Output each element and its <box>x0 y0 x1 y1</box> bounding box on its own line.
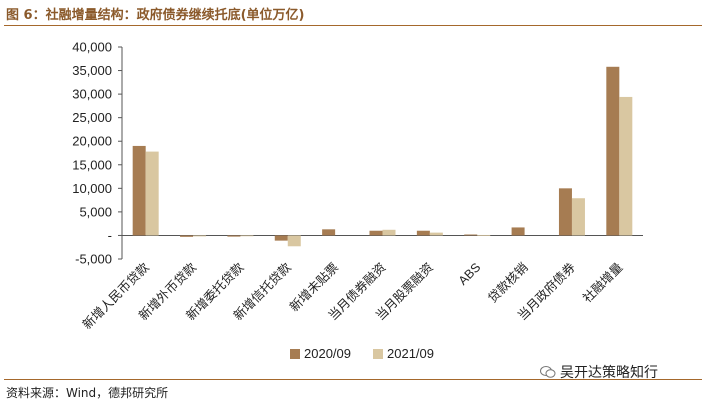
bar-2020 <box>369 230 383 236</box>
legend: 2020/09 2021/09 <box>290 346 450 361</box>
bar-2020 <box>322 229 336 236</box>
legend-label-2020: 2020/09 <box>304 346 351 361</box>
watermark: 吴开达策略知行 <box>540 362 658 382</box>
legend-item-2021: 2021/09 <box>373 346 434 361</box>
bar-2020 <box>558 188 572 236</box>
bar-2021 <box>571 198 585 236</box>
x-tick-label: 贷款核销 <box>485 260 530 305</box>
x-tick-label: 新增人民币贷款 <box>79 259 152 332</box>
y-tick-label: -5,000 <box>75 252 112 267</box>
bar-2020 <box>416 230 430 236</box>
y-tick-label: 35,000 <box>72 63 112 78</box>
bar-2020 <box>606 66 620 236</box>
y-tick-label: 30,000 <box>72 87 112 102</box>
y-tick-label: 10,000 <box>72 181 112 196</box>
bar-2020 <box>464 234 478 236</box>
y-tick-label: 25,000 <box>72 110 112 125</box>
bar-2021 <box>287 235 301 247</box>
legend-swatch-2021 <box>373 348 383 359</box>
bar-2020 <box>180 235 194 237</box>
y-tick-label: - <box>108 228 112 243</box>
bar-2020 <box>274 235 288 241</box>
bottom-rule <box>4 379 702 380</box>
bar-2021 <box>193 235 207 237</box>
bar-2021 <box>477 234 491 236</box>
legend-item-2020: 2020/09 <box>290 346 351 361</box>
x-tick-label: 社融增量 <box>579 260 625 306</box>
legend-swatch-2020 <box>290 348 300 359</box>
y-tick-label: 40,000 <box>72 40 112 55</box>
y-tick-label: 5,000 <box>79 204 112 219</box>
bar-2020 <box>227 235 241 237</box>
y-axis: 40,000 35,000 30,000 25,000 20,000 15,000 10,0… <box>72 40 123 267</box>
bar-2021 <box>145 151 159 236</box>
source-note: 资料来源：Wind，德邦研究所 <box>6 386 169 400</box>
bar-2021 <box>619 96 633 236</box>
bar-2021 <box>382 229 396 236</box>
bars <box>132 66 633 247</box>
bar-2021 <box>240 235 254 237</box>
chart-title: 图 6：社融增量结构：政府债券继续托底(单位万亿) <box>6 8 305 23</box>
top-rule <box>4 25 702 26</box>
bar-2020 <box>511 227 525 236</box>
y-tick-label: 20,000 <box>72 134 112 149</box>
x-tick-labels: 新增人民币贷款新增外币贷款新增委托贷款新增信托贷款新增未贴票当月债券融资当月股票… <box>79 259 625 332</box>
x-tick-label: ABS <box>456 260 484 288</box>
wechat-icon <box>540 366 556 378</box>
y-tick-label: 15,000 <box>72 157 112 172</box>
legend-label-2021: 2021/09 <box>387 346 434 361</box>
bar-2021 <box>429 232 443 236</box>
watermark-text: 吴开达策略知行 <box>560 365 658 381</box>
bar-2020 <box>132 145 146 236</box>
